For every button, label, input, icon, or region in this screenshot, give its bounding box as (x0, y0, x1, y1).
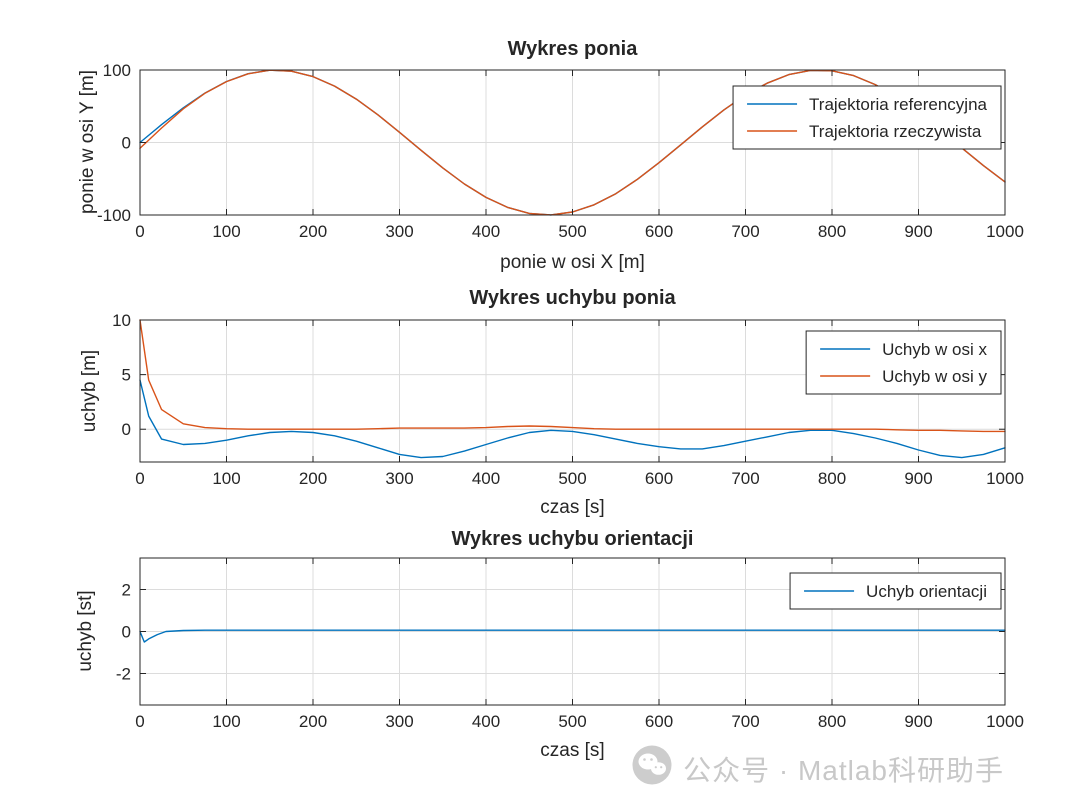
x-tick-label: 1000 (986, 469, 1024, 488)
legend-label-trajektoria-rzeczywista: Trajektoria rzeczywista (809, 122, 982, 141)
x-tick-label: 800 (818, 222, 846, 241)
x-tick-label: 0 (135, 712, 144, 731)
legend-label-uchyb-w-osi-y: Uchyb w osi y (882, 367, 987, 386)
chart1-xlabel: ponie w osi X [m] (500, 252, 645, 273)
wechat-icon (631, 744, 673, 793)
x-tick-label: 500 (558, 469, 586, 488)
watermark: 公众号 · Matlab科研助手 (631, 744, 1004, 793)
y-tick-label: 0 (122, 134, 131, 153)
x-tick-label: 1000 (986, 222, 1024, 241)
legend-label-uchyb-w-osi-x: Uchyb w osi x (882, 340, 987, 359)
x-tick-label: 900 (904, 712, 932, 731)
y-tick-label: 10 (112, 311, 131, 330)
x-tick-label: 100 (212, 469, 240, 488)
x-tick-label: 900 (904, 222, 932, 241)
x-tick-label: 700 (731, 712, 759, 731)
x-tick-label: 200 (299, 712, 327, 731)
x-tick-label: 400 (472, 712, 500, 731)
x-tick-label: 0 (135, 222, 144, 241)
x-tick-label: 700 (731, 469, 759, 488)
x-tick-label: 600 (645, 469, 673, 488)
x-tick-label: 500 (558, 222, 586, 241)
legend-label-uchyb-orientacji: Uchyb orientacji (866, 582, 987, 601)
x-tick-label: 300 (385, 712, 413, 731)
y-tick-label: 2 (122, 581, 131, 600)
x-tick-label: 200 (299, 222, 327, 241)
x-tick-label: 900 (904, 469, 932, 488)
y-tick-label: 5 (122, 366, 131, 385)
x-tick-label: 400 (472, 222, 500, 241)
legend-box (805, 330, 1002, 395)
x-tick-label: 600 (645, 222, 673, 241)
chart1-ylabel: ponie w osi Y [m] (77, 70, 98, 214)
x-tick-label: 100 (212, 712, 240, 731)
x-tick-label: 200 (299, 469, 327, 488)
legend-label-trajektoria-referencyjna: Trajektoria referencyjna (809, 95, 987, 114)
x-tick-label: 500 (558, 712, 586, 731)
series-uchyb-w-osi-y (139, 319, 1006, 433)
x-tick-label: 1000 (986, 712, 1024, 731)
x-tick-label: 700 (731, 222, 759, 241)
series-uchyb-w-osi-x (139, 379, 1006, 459)
y-tick-label: -100 (97, 206, 131, 225)
x-tick-label: 600 (645, 712, 673, 731)
chart2-xlabel: czas [s] (540, 497, 605, 518)
x-tick-label: 0 (135, 469, 144, 488)
x-tick-label: 800 (818, 469, 846, 488)
chart2-ylabel: uchyb [m] (79, 349, 100, 433)
x-tick-label: 400 (472, 469, 500, 488)
x-tick-label: 300 (385, 469, 413, 488)
chart3-xlabel: czas [s] (540, 740, 605, 761)
x-tick-label: 300 (385, 222, 413, 241)
chart1-title: Wykres ponia (507, 38, 638, 60)
watermark-text: 公众号 · Matlab科研助手 (683, 754, 1004, 786)
chart3-ylabel: uchyb [st] (75, 590, 96, 672)
x-tick-label: 800 (818, 712, 846, 731)
legend-box (789, 572, 1002, 610)
y-tick-label: -2 (116, 665, 131, 684)
legend-box (732, 85, 1002, 150)
chart3-title: Wykres uchybu orientacji (451, 528, 694, 550)
y-tick-label: 0 (122, 623, 131, 642)
chart2-title: Wykres uchybu ponia (469, 287, 676, 309)
x-tick-label: 100 (212, 222, 240, 241)
y-tick-label: 0 (122, 420, 131, 439)
y-tick-label: 100 (103, 61, 131, 80)
series-uchyb-orientacji (139, 629, 1006, 643)
